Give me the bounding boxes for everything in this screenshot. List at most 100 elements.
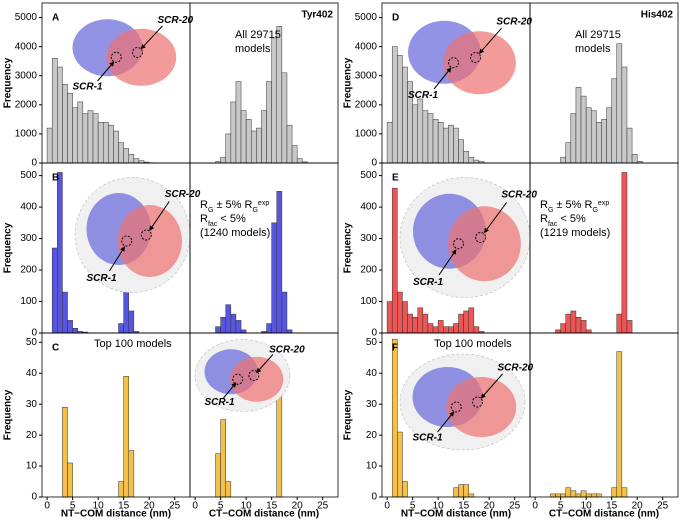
bar [230,313,237,334]
y-tick-label: 200 [360,265,377,276]
y-axis-label: Frequency [3,389,14,440]
bar [271,222,278,334]
y-tick-label: 2000 [15,99,38,110]
y-tick-label: 2000 [355,99,378,110]
annotation: All 29715 [575,29,621,41]
bar [97,122,104,164]
x-tick-label: 25 [509,501,521,512]
bar [235,81,242,164]
y-axis-label: Frequency [343,389,354,440]
bar [575,317,582,334]
bar [261,110,267,164]
bar [397,55,403,164]
annotation-text: All 29715 [575,29,621,41]
bar [417,98,424,164]
bar [565,142,572,164]
inset-label: SCR-1 [205,397,235,408]
y-tick-label: 4000 [15,41,38,52]
bar [67,462,73,498]
y-tick-label: 4000 [355,41,378,52]
inset-red-domain [448,206,521,282]
bar [560,323,566,334]
bar [442,326,449,334]
bar [575,493,582,498]
annotation-sub: fac [208,221,218,228]
annotation-text: ± 5% R [213,199,252,211]
bar [611,78,618,164]
bar [296,158,303,164]
bar [555,493,561,498]
x-tick-label: 0 [384,501,390,512]
inset-red-domain [106,28,177,86]
inset-scr-20 [475,232,487,243]
inset-arrow [97,61,115,82]
bar [92,113,99,164]
x-tick-label: 25 [657,501,669,512]
x-tick-label: 20 [292,501,304,512]
bar [118,142,124,164]
annotation: (1240 models) [200,227,270,239]
x-tick-label: 25 [317,501,329,512]
x-tick-label: 10 [93,501,105,512]
bar [463,151,470,164]
annotation: RG ± 5% RGexp [200,199,269,214]
bar [51,247,58,334]
bar [412,317,418,334]
bar [468,307,475,334]
bar [427,113,434,164]
y-tick-label: 1000 [355,129,378,140]
bar [442,127,449,164]
y-tick-label: 10 [366,461,378,472]
x-tick-label: 15 [458,501,470,512]
bar [473,159,480,164]
inset-arrow [140,25,163,50]
bar [276,191,283,334]
bar [72,328,78,334]
bar [215,326,221,334]
bar [616,43,623,164]
x-tick-label: 10 [241,501,253,512]
y-tick-label: 5000 [15,12,38,23]
inset-label: SCR-1 [87,273,117,284]
bar [422,313,429,334]
x-tick-label: 15 [118,501,130,512]
annotation: Rfac < 5% [200,213,246,228]
bar [565,313,572,334]
inset-red-domain [117,205,182,277]
inset-scr-1 [450,401,462,413]
bar [62,291,68,334]
bar [585,107,592,164]
bar [57,66,63,164]
bar [108,124,114,164]
inset-arrow [437,411,455,433]
panel-frame [189,332,339,498]
annotation: Top 100 models [94,338,172,350]
bar [215,453,221,498]
y-tick-label: 200 [20,265,37,276]
bar [102,122,109,164]
annotation-sub: G [252,207,257,214]
annotation-sup: exp [598,200,609,207]
bar [621,66,628,164]
x-tick-label: 20 [632,501,644,512]
annotation-sub: G [592,207,597,214]
bar [616,313,623,334]
bar [391,338,398,498]
x-tick-label: 10 [581,501,593,512]
y-tick-label: 20 [366,430,378,441]
annotation-text: (1219 models) [540,227,610,239]
bar [128,154,135,164]
bar [245,119,252,164]
bar [453,127,459,164]
inset-label: SCR-20 [498,363,534,374]
bar [391,187,398,334]
x-tick-label: 25 [169,501,181,512]
annotation-text: R [200,199,208,211]
inset-label: SCR-1 [73,81,103,92]
y-tick-label: 300 [360,233,377,244]
x-tick-label: 0 [192,501,198,512]
bar [67,92,73,164]
annotation-text: ± 5% R [553,199,592,211]
y-tick-label: 0 [371,328,377,339]
